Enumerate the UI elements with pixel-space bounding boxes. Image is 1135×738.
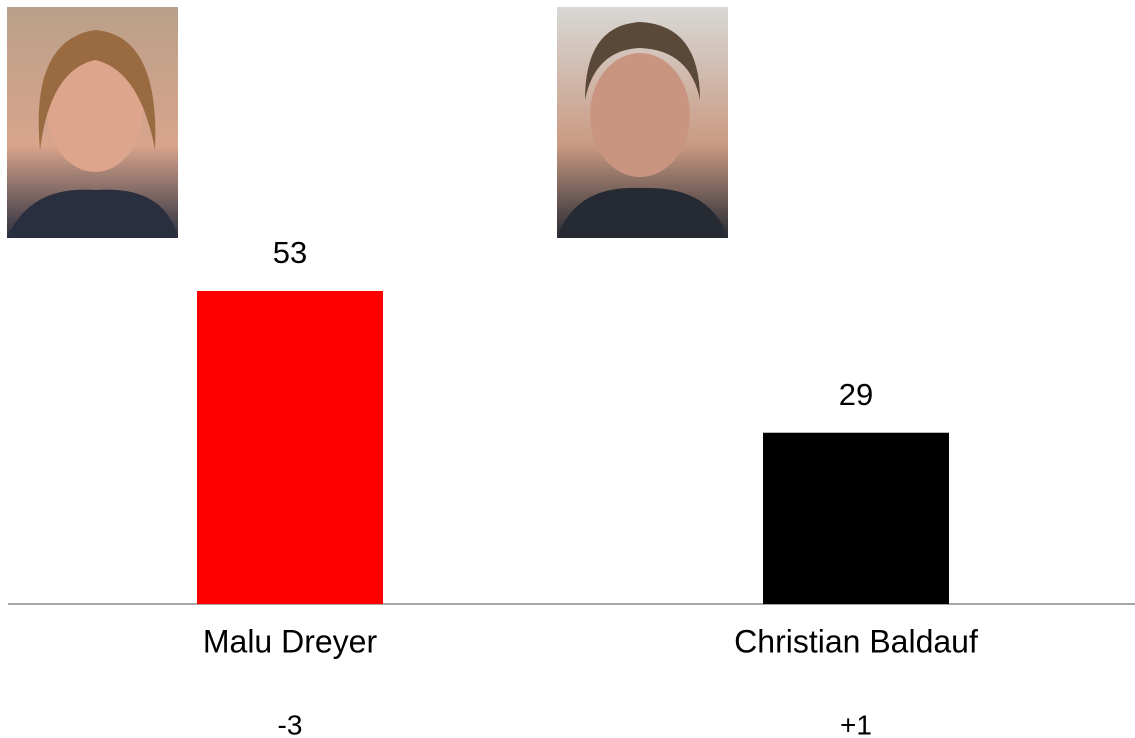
bar — [197, 290, 383, 604]
value-label: 53 — [273, 235, 307, 270]
change-label: -3 — [278, 709, 303, 738]
value-label: 29 — [839, 377, 873, 412]
change-label: +1 — [840, 709, 872, 738]
x-tick-label: Christian Baldauf — [734, 623, 978, 659]
bar — [763, 432, 949, 604]
x-tick-label: Malu Dreyer — [203, 623, 378, 659]
photo — [557, 7, 728, 238]
photo — [7, 7, 178, 238]
